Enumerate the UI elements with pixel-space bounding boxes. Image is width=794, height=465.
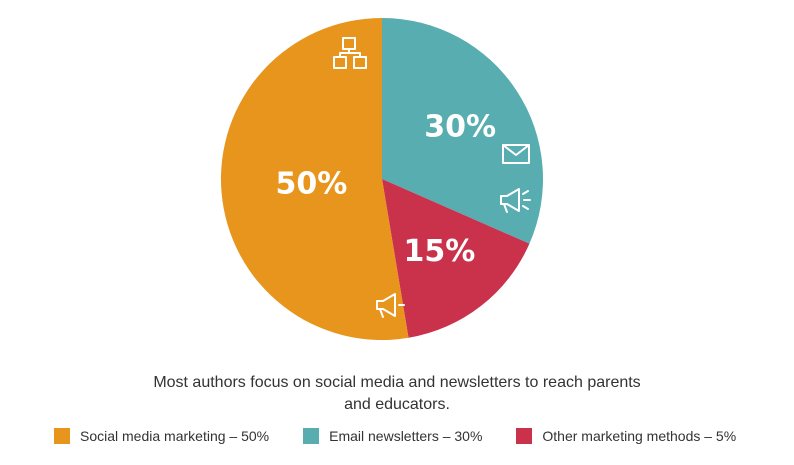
megaphone-icon <box>500 188 531 213</box>
legend: Social media marketing – 50% Email newsl… <box>54 424 754 448</box>
legend-swatch <box>303 428 320 444</box>
sitemap-icon <box>333 37 367 69</box>
caption-line-2: and educators. <box>344 396 450 413</box>
legend-item-social: Social media marketing – 50% <box>54 428 269 444</box>
pie-slice-other-marketing-methods <box>382 179 530 338</box>
legend-swatch <box>54 428 70 444</box>
slice-value-label: 15% <box>403 234 475 269</box>
legend-label: Other marketing methods – 5% <box>542 428 737 444</box>
legend-swatch <box>516 428 533 444</box>
slice-value-label: 50% <box>275 166 347 201</box>
pie-chart-area: 30% 15% 50% <box>220 18 543 340</box>
legend-item-email: Email newsletters – 30% <box>303 428 482 444</box>
megaphone-icon <box>376 293 405 318</box>
envelope-icon <box>502 144 530 164</box>
pie-chart: 30% 15% 50% <box>220 18 543 340</box>
pie-slice-email-newsletters <box>382 18 543 244</box>
chart-caption: Most authors focus on social media and n… <box>0 372 794 416</box>
legend-item-other: Other marketing methods – 5% <box>516 428 736 444</box>
slice-value-label: 30% <box>424 109 496 144</box>
caption-line-1: Most authors focus on social media and n… <box>153 374 641 391</box>
pie-slice-social-media-marketing <box>220 18 409 340</box>
legend-label: Social media marketing – 50% <box>80 428 270 444</box>
legend-label: Email newsletters – 30% <box>329 428 483 444</box>
